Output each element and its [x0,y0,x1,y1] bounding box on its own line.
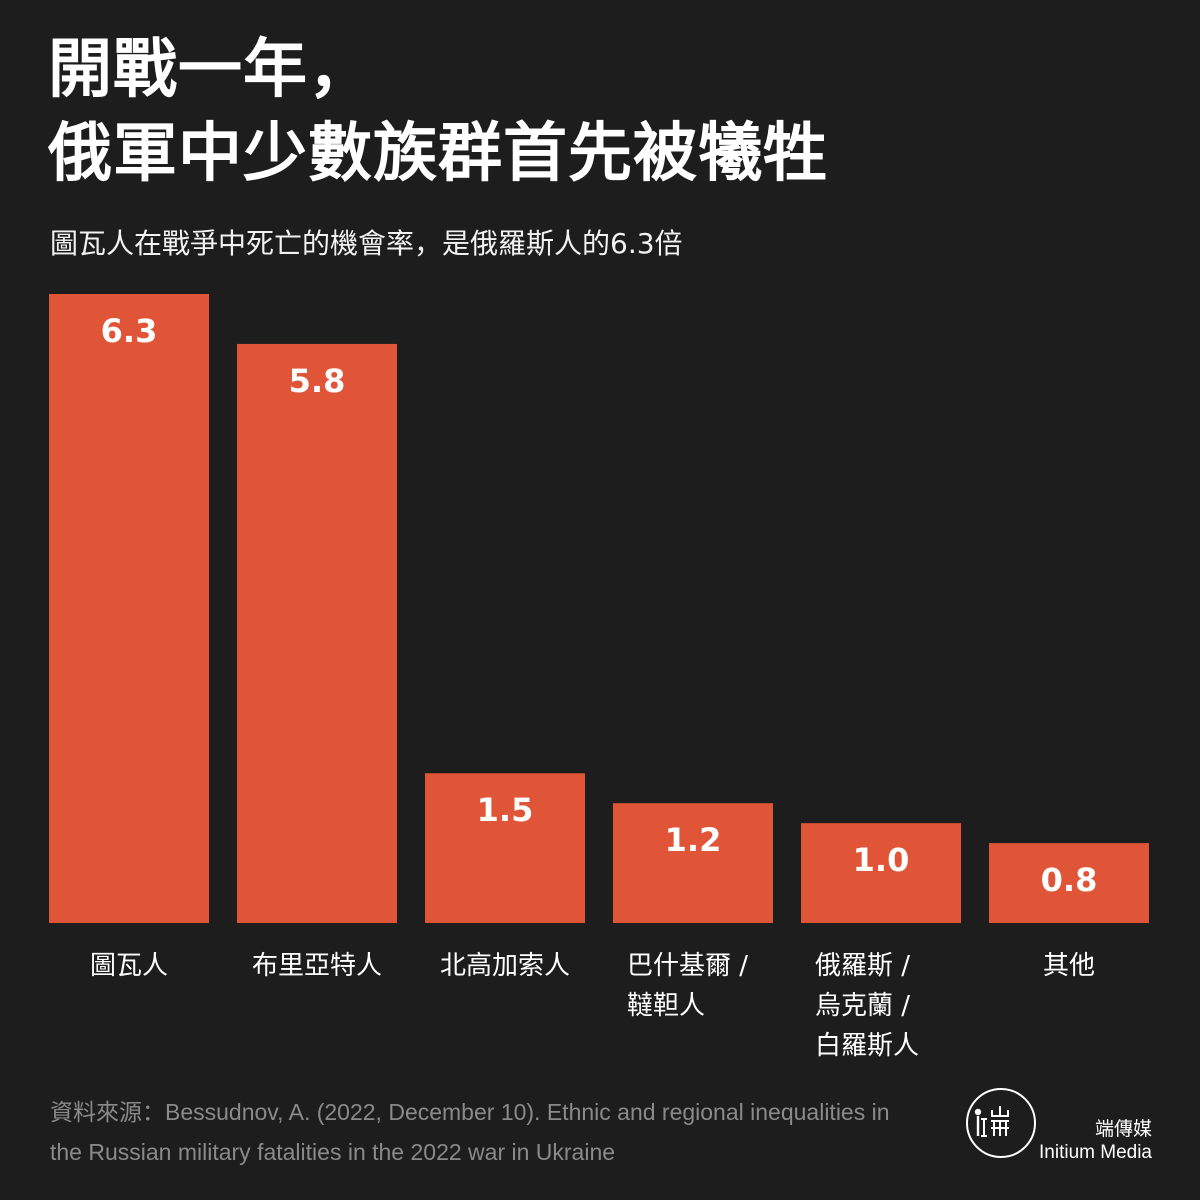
chart-title-line-1: 開戰一年， [48,33,373,107]
bar-0 [49,294,209,923]
logo-text-en: Initium Media [1039,1142,1152,1163]
bar-value-label-5: 0.8 [1041,861,1098,899]
bar-value-label-1: 5.8 [289,362,346,400]
bar-value-label-4: 1.0 [853,841,910,879]
category-label-5-line-0: 其他 [1043,951,1095,981]
category-label-2: 北高加索人 [440,951,570,981]
category-label-3-line-1: 韃靼人 [627,991,705,1021]
category-label-3: 巴什基爾 / 韃靼人 [627,951,748,1021]
bar-5 [989,843,1149,923]
category-label-4-line-1: 烏克蘭 / [815,991,910,1021]
category-label-0: 圖瓦人 [90,951,168,981]
category-label-2-line-0: 北高加索人 [440,951,570,981]
bar-value-label-0: 6.3 [101,312,158,350]
logo-circle [966,1088,1036,1158]
category-label-4-line-2: 白羅斯人 [815,1031,919,1061]
initium-logo: 端傳媒 Initium Media [966,1088,1152,1168]
bar-value-label-3: 1.2 [665,821,722,859]
logo-text-zh: 端傳媒 [1094,1118,1152,1140]
category-label-4: 俄羅斯 / 烏克蘭 / 白羅斯人 [815,951,919,1061]
bar-3 [613,803,773,923]
category-label-1-line-0: 布里亞特人 [252,951,382,981]
category-label-3-line-0: 巴什基爾 / [627,951,748,981]
source-line-1: 資料來源：Bessudnov, A. (2022, December 10). … [50,1099,890,1125]
bar-2 [425,773,585,923]
chart-title: 開戰一年， 俄軍中少數族群首先被犧牲 [48,28,828,196]
category-label-5: 其他 [1043,951,1095,981]
initium-logo-icon [974,1106,1009,1137]
category-label-4-line-0: 俄羅斯 / [815,951,910,981]
bar-value-label-2: 1.5 [477,791,534,829]
bar-1 [237,343,397,923]
bar-4 [801,823,961,923]
source-line-2: the Russian military fatalities in the 2… [50,1139,616,1165]
bar-chart: 6.3 圖瓦人 5.8 布里亞特人 1.5 北高加索人 1.2 巴什基爾 / 韃靼人 1.0 俄羅斯… [49,294,1149,1061]
chart-subtitle: 圖瓦人在戰爭中死亡的機會率，是俄羅斯人的6.3倍 [50,227,683,260]
category-label-0-line-0: 圖瓦人 [90,951,168,981]
category-label-1: 布里亞特人 [252,951,382,981]
source-note: 資料來源：Bessudnov, A. (2022, December 10). … [50,1092,950,1172]
chart-title-line-2: 俄軍中少數族群首先被犧牲 [48,117,828,191]
